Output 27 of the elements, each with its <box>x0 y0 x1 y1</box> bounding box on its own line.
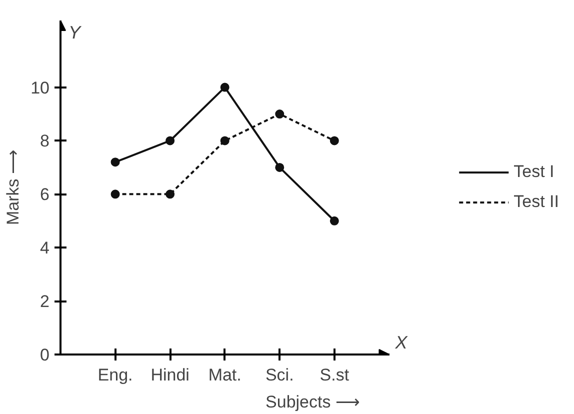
point <box>220 136 230 146</box>
annotation: Y <box>68 22 82 42</box>
y-axis-title: Marks ⟶ <box>4 150 23 225</box>
point <box>330 216 339 226</box>
x-tick-label: S.st <box>320 366 350 384</box>
point <box>330 136 339 146</box>
y-tick-label: 6 <box>40 185 50 204</box>
x-tick-label: Sci. <box>265 366 294 384</box>
point <box>110 190 120 199</box>
y-tick-label: 0 <box>40 346 50 364</box>
y-tick-label: 4 <box>40 238 50 258</box>
x-axis-title: Subjects ⟶ <box>266 392 360 412</box>
x-tick-label: Hindi <box>150 366 190 384</box>
y-tick-label: 8 <box>40 132 50 151</box>
point <box>275 162 284 172</box>
y-tick-label: 2 <box>40 292 50 312</box>
point <box>220 82 230 92</box>
y-tick-label: 10 <box>30 78 50 98</box>
x-tick-label: Mat. <box>208 366 242 384</box>
x-tick-label: Eng. <box>98 366 133 384</box>
point <box>110 158 120 167</box>
point <box>275 110 284 119</box>
point <box>166 190 175 199</box>
legend-label: Test II <box>514 192 559 212</box>
text: X <box>394 332 408 352</box>
legend-label: Test I <box>514 162 554 182</box>
point <box>166 136 175 146</box>
